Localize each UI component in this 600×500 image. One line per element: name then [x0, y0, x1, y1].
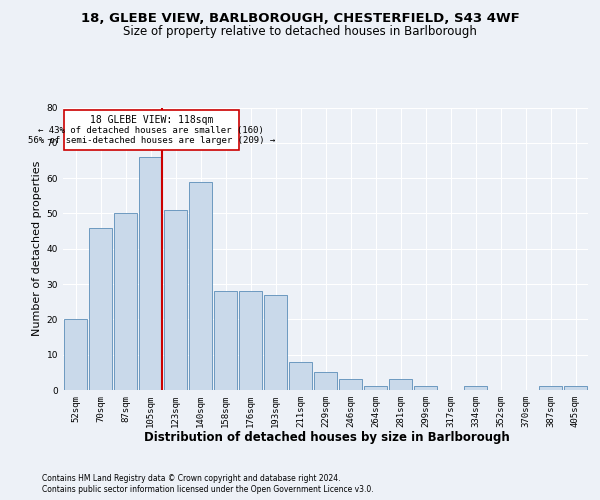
Y-axis label: Number of detached properties: Number of detached properties [32, 161, 43, 336]
Bar [214, 291, 238, 390]
Text: Distribution of detached houses by size in Barlborough: Distribution of detached houses by size … [144, 431, 510, 444]
Bar [64, 320, 88, 390]
Bar [314, 372, 337, 390]
Bar [464, 386, 487, 390]
Text: Contains public sector information licensed under the Open Government Licence v3: Contains public sector information licen… [42, 485, 374, 494]
Text: 56% of semi-detached houses are larger (209) →: 56% of semi-detached houses are larger (… [28, 136, 275, 145]
Text: ← 43% of detached houses are smaller (160): ← 43% of detached houses are smaller (16… [38, 126, 264, 135]
Bar [364, 386, 388, 390]
Bar [263, 294, 287, 390]
Text: Contains HM Land Registry data © Crown copyright and database right 2024.: Contains HM Land Registry data © Crown c… [42, 474, 341, 483]
Bar [139, 157, 163, 390]
Bar [563, 386, 587, 390]
Bar [338, 380, 362, 390]
Text: 18, GLEBE VIEW, BARLBOROUGH, CHESTERFIELD, S43 4WF: 18, GLEBE VIEW, BARLBOROUGH, CHESTERFIEL… [80, 12, 520, 26]
Bar [89, 228, 112, 390]
Bar [413, 386, 437, 390]
Text: 18 GLEBE VIEW: 118sqm: 18 GLEBE VIEW: 118sqm [89, 116, 213, 126]
FancyBboxPatch shape [64, 110, 239, 150]
Bar [389, 380, 412, 390]
Bar [188, 182, 212, 390]
Bar [164, 210, 187, 390]
Bar [539, 386, 562, 390]
Bar [289, 362, 313, 390]
Text: Size of property relative to detached houses in Barlborough: Size of property relative to detached ho… [123, 25, 477, 38]
Bar [239, 291, 262, 390]
Bar [113, 214, 137, 390]
